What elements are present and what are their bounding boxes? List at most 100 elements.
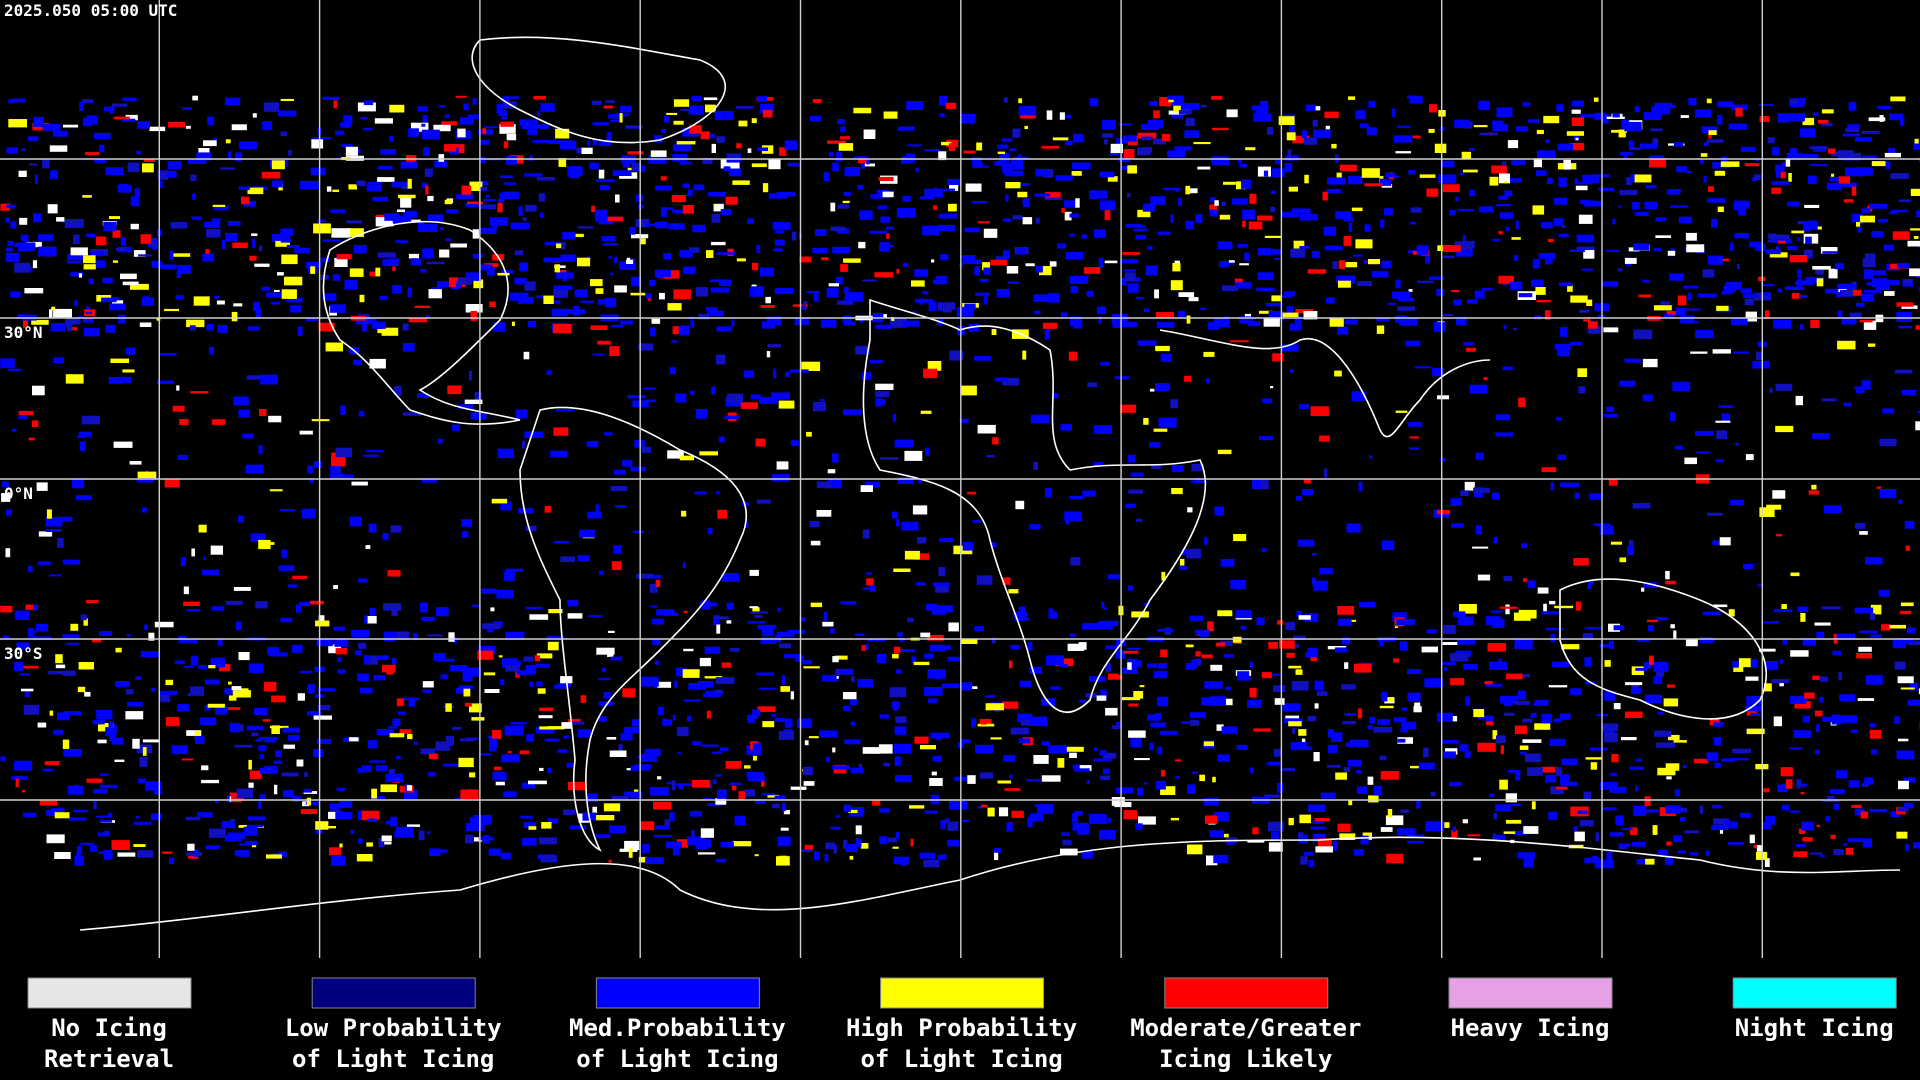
icing-speckle xyxy=(176,385,180,391)
icing-speckle xyxy=(1299,814,1311,824)
icing-speckle xyxy=(862,529,870,539)
icing-speckle xyxy=(1693,758,1709,764)
icing-speckle xyxy=(1652,138,1659,147)
icing-speckle xyxy=(1312,820,1325,824)
coastline xyxy=(322,220,521,425)
icing-speckle xyxy=(613,545,622,554)
icing-speckle xyxy=(299,430,313,435)
icing-speckle xyxy=(1083,267,1101,274)
icing-speckle xyxy=(340,405,346,415)
icing-speckle xyxy=(537,688,546,694)
icing-speckle xyxy=(736,258,746,262)
icing-speckle xyxy=(42,159,50,169)
icing-speckle xyxy=(627,167,633,171)
icing-speckle xyxy=(653,135,663,143)
icing-speckle xyxy=(10,221,17,229)
icing-speckle xyxy=(80,842,95,845)
icing-speckle xyxy=(1865,557,1883,565)
icing-speckle xyxy=(1505,793,1517,803)
icing-speckle xyxy=(1209,204,1218,211)
icing-speckle xyxy=(1686,244,1705,253)
icing-speckle xyxy=(869,360,883,363)
icing-speckle xyxy=(682,669,700,678)
icing-speckle xyxy=(1070,557,1081,566)
icing-speckle xyxy=(5,247,13,252)
icing-speckle xyxy=(1019,680,1032,688)
icing-speckle xyxy=(1195,651,1201,657)
icing-speckle xyxy=(1335,772,1347,780)
icing-speckle xyxy=(97,832,105,837)
icing-speckle xyxy=(122,97,137,101)
icing-speckle xyxy=(1027,642,1033,651)
icing-speckle xyxy=(535,727,555,734)
icing-speckle xyxy=(111,103,128,107)
icing-speckle xyxy=(1326,188,1341,193)
icing-speckle xyxy=(369,358,386,369)
icing-speckle xyxy=(162,851,173,854)
icing-speckle xyxy=(1814,622,1831,626)
icing-speckle xyxy=(392,718,401,726)
icing-speckle xyxy=(57,712,69,721)
icing-speckle xyxy=(1629,827,1638,835)
icing-speckle xyxy=(1847,838,1864,843)
icing-speckle xyxy=(1553,218,1564,227)
icing-speckle xyxy=(1153,670,1167,679)
icing-speckle xyxy=(369,760,385,763)
latitude-label: 30°S xyxy=(4,644,43,663)
icing-speckle xyxy=(1063,200,1075,208)
icing-speckle xyxy=(759,267,775,277)
icing-speckle xyxy=(266,854,282,859)
legend-label: Med.Probability xyxy=(569,1014,786,1042)
icing-speckle xyxy=(1899,116,1905,126)
icing-speckle xyxy=(1686,320,1699,324)
icing-speckle xyxy=(878,176,894,181)
icing-speckle xyxy=(699,602,718,607)
icing-speckle xyxy=(1462,234,1467,244)
icing-speckle xyxy=(558,158,567,167)
icing-speckle xyxy=(665,612,679,616)
icing-speckle xyxy=(332,274,341,281)
icing-speckle xyxy=(1285,621,1295,630)
icing-speckle xyxy=(1618,129,1626,138)
icing-speckle xyxy=(103,850,113,860)
icing-speckle xyxy=(144,624,148,630)
icing-speckle xyxy=(1405,340,1421,347)
icing-speckle xyxy=(1104,210,1111,220)
icing-speckle xyxy=(932,755,942,762)
icing-speckle xyxy=(1589,493,1603,500)
icing-speckle xyxy=(1157,231,1171,235)
icing-speckle xyxy=(368,523,377,533)
icing-speckle xyxy=(465,204,479,207)
icing-speckle xyxy=(1397,738,1406,743)
icing-speckle xyxy=(1797,221,1803,225)
icing-speckle xyxy=(1178,292,1195,297)
icing-speckle xyxy=(1896,831,1908,839)
icing-speckle xyxy=(1640,143,1658,149)
icing-speckle xyxy=(936,275,948,280)
icing-speckle xyxy=(420,748,435,755)
icing-speckle xyxy=(1266,127,1274,135)
icing-speckle xyxy=(1292,135,1310,144)
icing-speckle xyxy=(1684,457,1697,465)
icing-speckle xyxy=(544,505,552,513)
icing-speckle xyxy=(1727,842,1744,845)
icing-speckle xyxy=(472,98,477,105)
icing-speckle xyxy=(767,794,780,798)
icing-speckle xyxy=(1332,261,1338,269)
icing-speckle xyxy=(29,163,38,166)
icing-speckle xyxy=(303,602,311,606)
icing-speckle xyxy=(667,303,682,311)
icing-speckle xyxy=(81,415,100,425)
icing-speckle xyxy=(803,781,815,786)
icing-speckle xyxy=(407,733,413,740)
icing-speckle xyxy=(28,437,35,441)
icing-speckle xyxy=(387,726,397,729)
icing-speckle xyxy=(521,124,539,127)
icing-speckle xyxy=(603,432,613,436)
icing-speckle xyxy=(1618,843,1631,847)
icing-speckle xyxy=(1667,250,1676,256)
icing-speckle xyxy=(366,318,377,323)
icing-speckle xyxy=(215,800,219,804)
icing-speckle xyxy=(484,689,500,693)
icing-speckle xyxy=(1666,684,1675,688)
